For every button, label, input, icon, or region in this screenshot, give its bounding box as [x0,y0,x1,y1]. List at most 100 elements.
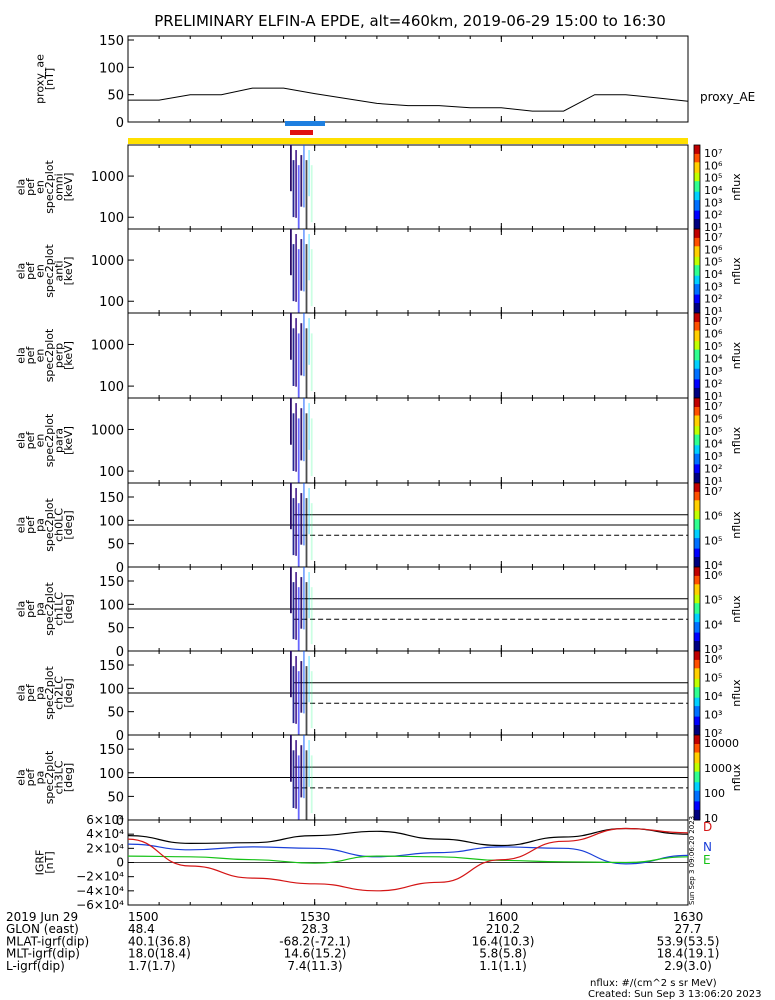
colorbar-segment [694,264,700,268]
panel-ylabel: pef [24,768,37,787]
panel-ylabel: [keV] [62,257,75,286]
colorbar-tick-label: 10⁷ [704,315,722,328]
panel-ylabel: [keV] [62,426,75,455]
colorbar-segment [694,529,700,532]
colorbar-segment [694,809,700,812]
colorbar-segment [694,569,700,572]
colorbar-segment [694,260,700,264]
colorbar-segment [694,606,700,610]
y-tick-label: 100 [99,682,124,697]
axis-row-label: MLAT-igrf(dip) [6,934,89,948]
panel-ylabel: ela [14,601,27,618]
y-tick-label: 1000 [91,170,124,185]
panel-ylabel: pa [33,602,46,616]
colorbar-segment [694,480,700,484]
colorbar-segment [694,590,700,593]
colorbar-segment [694,273,700,276]
colorbar-segment [694,741,700,744]
colorbar-segment [694,533,700,536]
colorbar-segment [694,174,700,177]
panel-ylabel: [keV] [62,341,75,370]
colorbar-segment [694,374,700,378]
axis-row-value: 7.4(11.3) [287,959,342,973]
colorbar-segment [694,300,700,303]
colorbar-segment [694,145,700,148]
igrf-ylabel: [nT] [43,851,56,873]
colorbar-segment [694,525,700,528]
colorbar-segment [694,176,700,180]
colorbar-segment [694,229,700,232]
y-tick-label: 50 [107,538,124,553]
legend-proxy-ae: proxy_AE [700,90,755,104]
colorbar-segment [694,423,700,427]
flux-strip [295,488,297,556]
panel-ylabel: spec2plot [43,413,56,467]
colorbar-segment [694,364,700,367]
colorbar-segment [694,187,700,190]
colorbar-segment [694,313,700,316]
colorbar-segment [694,686,700,690]
igrf-legend-D: D [703,820,712,834]
colorbar-segment [694,170,700,173]
axis-row-value: 18.4(19.1) [657,947,720,961]
panel-ylabel: omni [52,173,65,200]
colorbar-segment [694,745,700,749]
colorbar-tick-label: 10³ [704,365,722,378]
flux-strip [300,577,303,629]
colorbar-segment [694,393,700,397]
colorbar-segment [694,703,700,707]
flux-strip [305,413,308,483]
y-tick-label: −2×10⁴ [76,870,124,884]
colorbar-segment [694,682,700,686]
ae-series-line [128,87,689,112]
panel-ylabel: [deg] [62,510,75,539]
flux-strip [303,145,305,208]
colorbar-label: nflux [730,257,743,285]
colorbar-segment [694,527,700,530]
flux-strip [295,656,297,724]
colorbar-tick-label: 10⁴ [704,559,723,572]
colorbar-segment [694,235,700,238]
colorbar-segment [694,398,700,401]
y-tick-label: 1000 [91,338,124,353]
colorbar-segment [694,642,700,646]
colorbar-segment [694,277,700,280]
colorbar-tick-label: 10⁴ [704,690,723,703]
colorbar-segment [694,543,700,547]
ae-ylabel: proxy_ae [33,54,46,104]
colorbar-segment [694,402,700,405]
panel-ylabel: ch1LC [52,592,65,626]
flux-strip [310,671,313,729]
colorbar-segment [694,632,700,635]
colorbar-segment [694,539,700,543]
colorbar-segment [694,168,700,171]
colorbar-segment [694,609,700,612]
y-tick-label: 1000 [91,254,124,269]
colorbar-segment [694,163,700,167]
flux-strip [295,740,297,809]
time-axis: 2019 Jun 29 1500 1530 1600 1630 GLON (east) 48… [6,910,719,973]
flux-strip [303,229,305,292]
colorbar-segment [694,287,700,291]
colorbar-segment [694,252,700,255]
flux-strip [295,234,297,302]
colorbar-segment [694,359,700,363]
colorbar-segment [694,319,700,322]
flux-strip [310,587,313,645]
colorbar-segment [694,771,700,774]
colorbar-segment [694,535,700,539]
colorbar-frame [693,734,701,821]
colorbar-segment [694,438,700,441]
y-tick-label: 6×10⁴ [86,813,124,827]
flux-strip [303,483,305,546]
colorbar-label: nflux [730,511,743,539]
flux-strip [310,333,313,392]
flux-strip [290,398,292,445]
colorbar-segment [694,737,700,740]
axis-row-label: 2019 Jun 29 [6,910,78,924]
colorbar-segment [694,747,700,751]
colorbar-segment [694,285,700,289]
colorbar-segment [694,201,700,205]
